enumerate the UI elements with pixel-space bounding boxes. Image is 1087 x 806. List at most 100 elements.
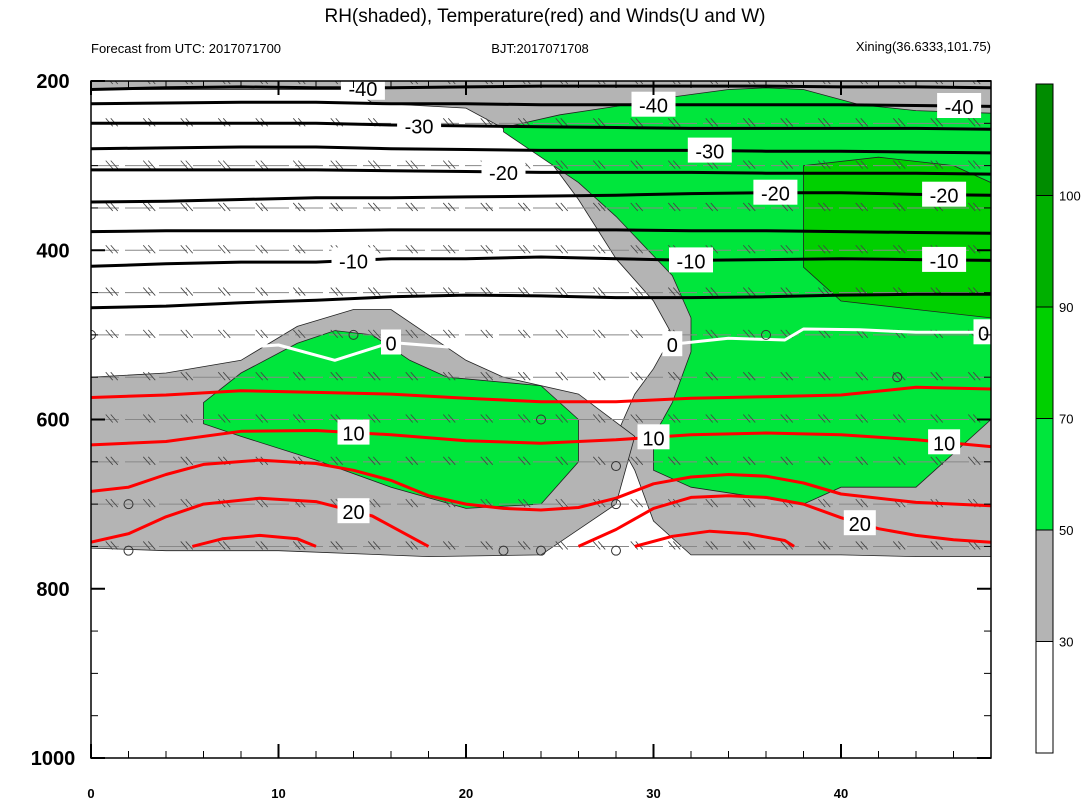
isotherm-black	[91, 292, 991, 310]
wind-barb	[442, 329, 451, 339]
wind-barb	[855, 414, 864, 423]
contour-label-text: 0	[978, 323, 989, 345]
wind-barb	[672, 456, 681, 466]
wind-barb	[817, 414, 826, 423]
wind-barb	[292, 329, 301, 339]
wind-barb	[742, 118, 751, 127]
wind-barb	[667, 202, 676, 212]
contour-label-box	[922, 181, 967, 207]
isotherm-red	[191, 533, 317, 548]
x-tick-label: 20	[459, 786, 473, 801]
wind-barb	[410, 414, 419, 423]
wind-barb	[255, 202, 264, 212]
isotherm-black	[91, 228, 991, 235]
wind-barb	[217, 371, 226, 381]
wind-barb	[142, 202, 151, 212]
wind-barb	[780, 329, 789, 339]
wind-barb	[855, 498, 864, 508]
wind-barb	[710, 498, 719, 508]
wind-barb	[335, 160, 344, 169]
wind-barb	[105, 329, 114, 339]
wind-barb	[822, 498, 831, 508]
wind-barb	[747, 287, 756, 296]
wind-barb	[822, 81, 826, 85]
wind-barb	[635, 287, 644, 296]
wind-barb	[752, 81, 756, 85]
wind-barb	[517, 244, 526, 254]
contour-label: 10	[337, 419, 370, 446]
wind-barb	[555, 456, 564, 466]
wind-barb	[185, 371, 194, 381]
isotherm-black	[91, 191, 991, 204]
wind-barb	[939, 81, 944, 85]
wind-barb	[592, 244, 601, 254]
wind-barb	[822, 160, 831, 169]
wind-barb	[147, 414, 156, 423]
wind-barb	[105, 287, 114, 296]
wind-barb	[147, 456, 156, 466]
contour-label-text: -40	[639, 96, 668, 118]
wind-barb	[147, 329, 156, 339]
wind-barb	[184, 81, 189, 85]
wind-barb	[522, 329, 531, 339]
wind-barb	[180, 456, 189, 466]
wind-barb	[592, 541, 601, 550]
wind-barb	[410, 244, 419, 254]
wind-barb	[367, 160, 376, 169]
wind-barb	[447, 414, 456, 423]
contour-label: 0	[381, 329, 401, 356]
wind-barb	[935, 456, 944, 466]
wind-barb	[967, 160, 976, 169]
wind-barb	[517, 202, 526, 212]
wind-barb	[817, 160, 826, 169]
wind-barb	[817, 498, 826, 508]
wind-barb	[442, 456, 451, 466]
wind-barb	[972, 414, 981, 423]
wind-barb	[142, 498, 151, 508]
wind-barb	[822, 244, 831, 254]
contour-label-box	[937, 93, 982, 118]
wind-barb	[597, 81, 601, 85]
wind-barb	[217, 329, 226, 339]
wind-barb	[555, 329, 564, 339]
calm-marker	[536, 545, 546, 556]
wind-barb	[897, 414, 906, 423]
contour-label-box	[753, 179, 798, 205]
wind-barb	[785, 414, 794, 423]
wind-barb	[334, 81, 339, 85]
isotherm-red	[91, 496, 430, 548]
wind-barb	[859, 81, 864, 85]
wind-barb	[292, 287, 301, 296]
wind-barb	[860, 202, 869, 212]
wind-barb	[597, 456, 606, 466]
wind-barb	[110, 329, 119, 339]
wind-barb	[710, 244, 719, 254]
wind-barb	[967, 118, 976, 127]
wind-barb	[442, 244, 451, 254]
wind-barb	[635, 414, 644, 423]
colorbar-swatch	[1035, 641, 1054, 754]
wind-barb	[560, 456, 569, 466]
wind-barb	[935, 371, 944, 381]
wind-barb	[485, 202, 494, 212]
wind-barb	[442, 541, 451, 550]
wind-barb	[297, 81, 301, 85]
wind-barb	[930, 371, 939, 381]
contour-label: -30	[687, 137, 732, 164]
wind-barb	[672, 81, 676, 85]
wind-barb	[409, 81, 414, 85]
wind-barb	[742, 202, 751, 212]
wind-barb	[522, 81, 526, 85]
wind-barb	[189, 81, 194, 85]
wind-barb	[817, 541, 826, 550]
contour-label-text: 20	[849, 514, 871, 536]
wind-barb	[110, 456, 119, 466]
contour-label-box	[928, 429, 961, 455]
wind-barb	[367, 329, 376, 339]
wind-barb	[930, 160, 939, 169]
wind-barb	[555, 118, 564, 127]
wind-barb	[972, 371, 981, 381]
wind-barbs-layer	[91, 81, 991, 550]
wind-barb	[560, 541, 569, 550]
wind-barb	[335, 287, 344, 296]
